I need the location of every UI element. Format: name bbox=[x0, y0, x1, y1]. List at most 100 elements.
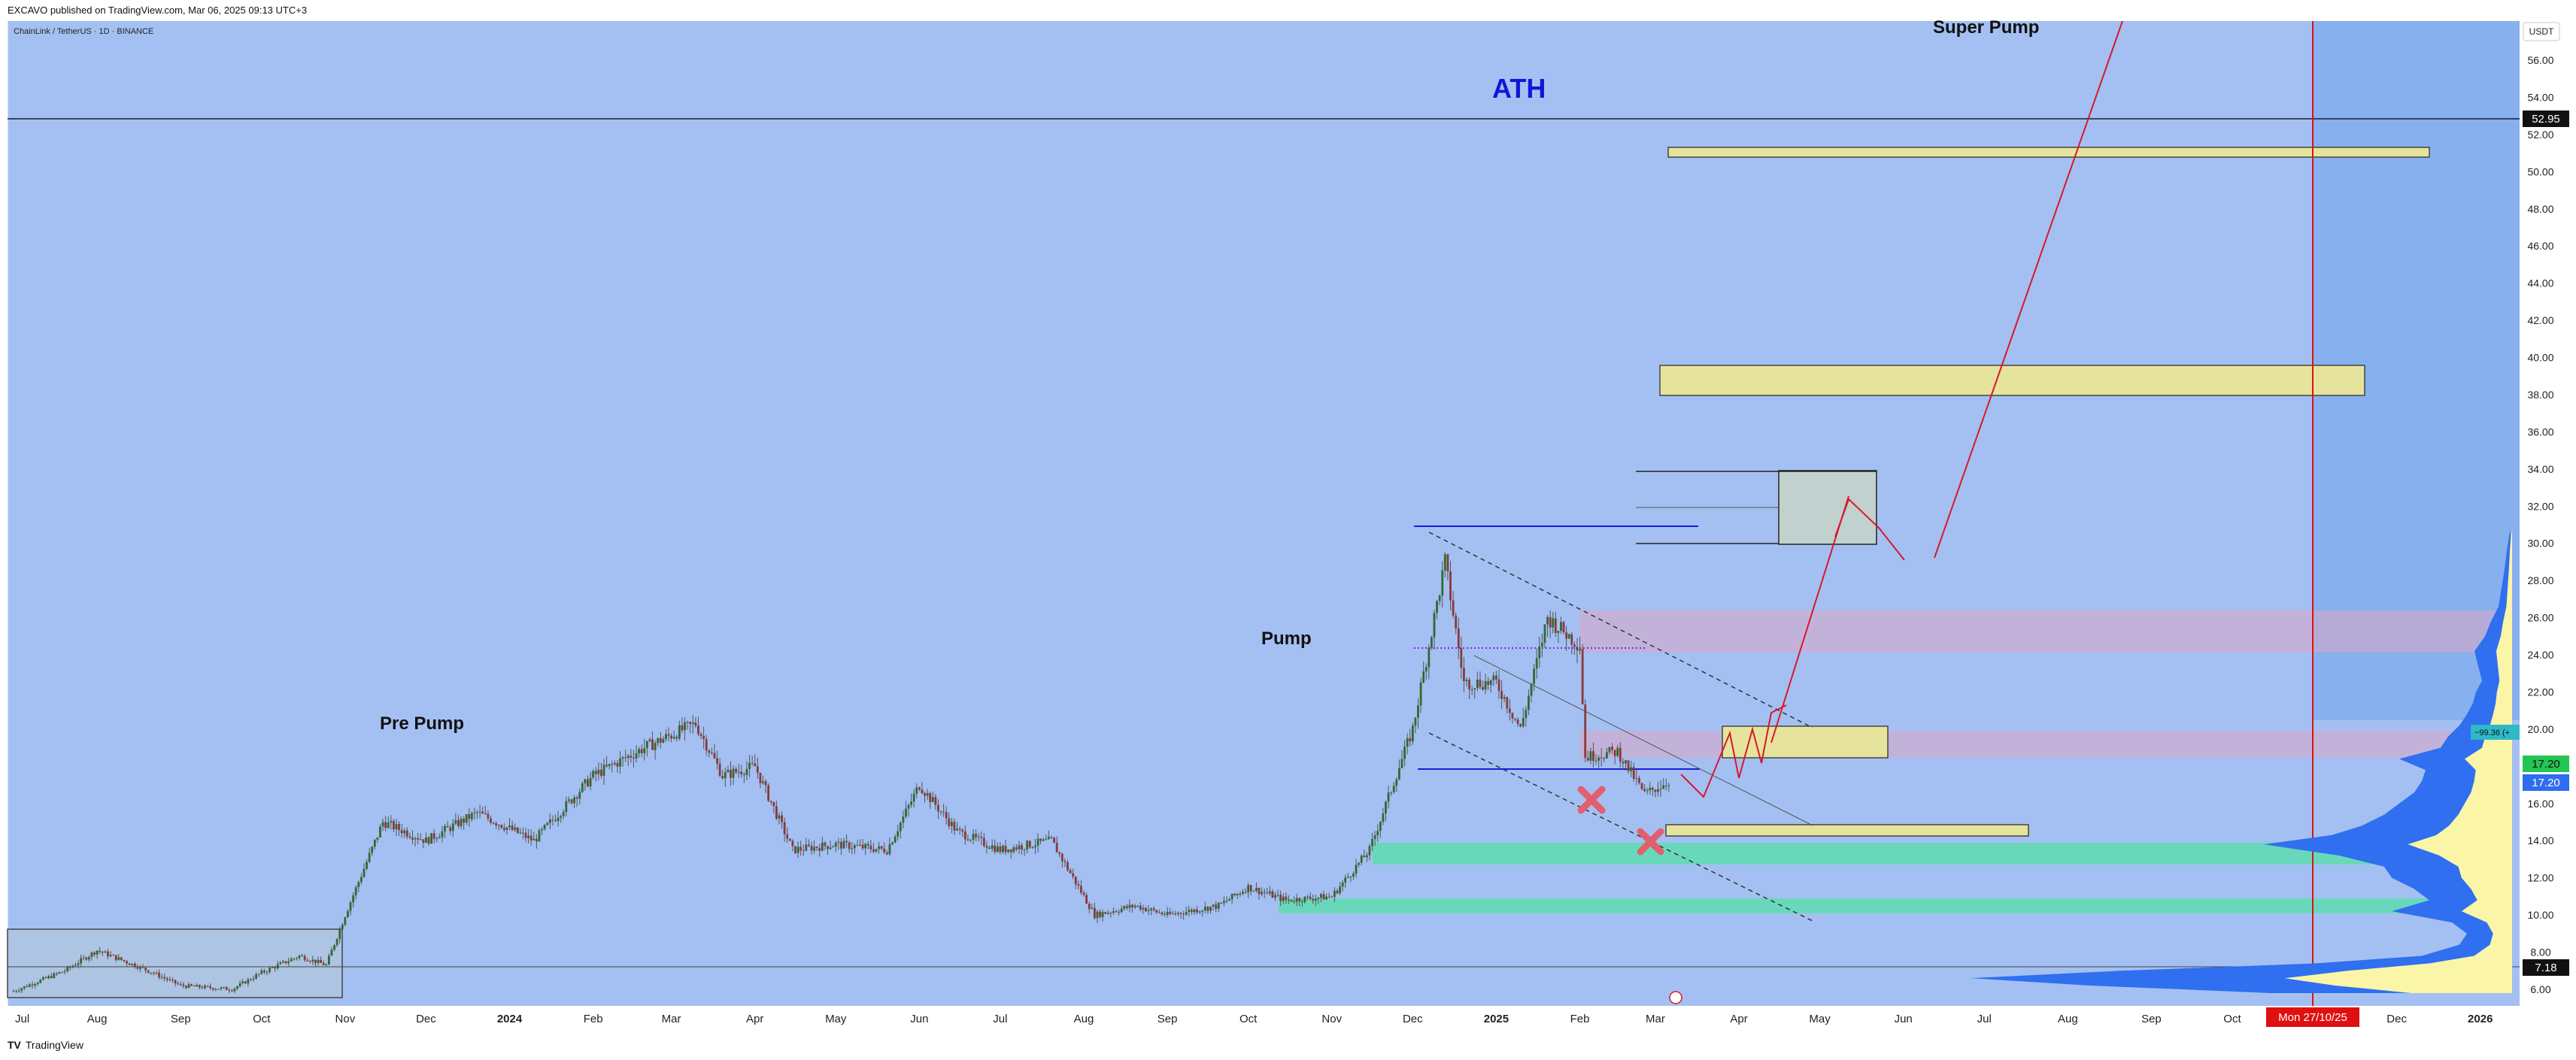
candle-body bbox=[869, 845, 872, 850]
candle-body bbox=[238, 983, 241, 986]
candle-body bbox=[778, 815, 781, 819]
candle-body bbox=[1067, 862, 1069, 871]
candle-body bbox=[163, 977, 166, 979]
candle-body bbox=[335, 939, 338, 946]
y-tick-label: 28.00 bbox=[2527, 574, 2553, 586]
candle-body bbox=[565, 801, 568, 813]
candle-body bbox=[945, 812, 948, 819]
candle-body bbox=[560, 816, 563, 818]
candle-body bbox=[672, 737, 675, 739]
time-axis[interactable]: Jul Aug Sep Oct Nov Dec 2024 Feb Mar Apr May Jun Jul… bbox=[15, 1013, 2493, 1025]
x-tick-label: Jul bbox=[15, 1013, 29, 1025]
candle-body bbox=[444, 825, 446, 831]
candle-body bbox=[1371, 839, 1373, 846]
tradingview-logo[interactable]: TV TradingView bbox=[8, 1039, 83, 1051]
candle-body bbox=[1438, 595, 1441, 601]
candle-body bbox=[155, 972, 158, 974]
candle-body bbox=[751, 762, 754, 764]
candle-body bbox=[1166, 911, 1169, 916]
candle-body bbox=[805, 844, 808, 851]
candle-body bbox=[578, 792, 581, 799]
candle-body bbox=[411, 837, 414, 840]
candle-body bbox=[1028, 840, 1031, 848]
candle-body bbox=[554, 820, 557, 822]
candle-body bbox=[691, 722, 694, 724]
candle-body bbox=[1266, 892, 1269, 894]
candle-body bbox=[112, 955, 115, 956]
candle-body bbox=[1247, 885, 1250, 893]
candle-body bbox=[223, 987, 225, 989]
candle-body bbox=[1592, 751, 1594, 762]
candle-body bbox=[314, 959, 317, 964]
accumulation-range-box bbox=[7, 928, 343, 998]
candle-body bbox=[128, 963, 131, 965]
candle-body bbox=[150, 972, 153, 974]
candle-body bbox=[1403, 747, 1406, 759]
candle-body bbox=[1255, 888, 1258, 891]
candle-body bbox=[888, 844, 891, 855]
candle-body bbox=[457, 819, 460, 827]
target-zone-51 bbox=[1667, 147, 2430, 158]
candle-body bbox=[880, 846, 883, 849]
candle-body bbox=[532, 838, 536, 840]
volume-profile-value-area bbox=[2284, 532, 2512, 993]
candle-body bbox=[1193, 909, 1196, 913]
candle-body bbox=[845, 840, 848, 843]
candle-body bbox=[1282, 896, 1285, 901]
candle-body bbox=[584, 779, 587, 783]
candle-body bbox=[446, 825, 449, 828]
candle-body bbox=[818, 848, 821, 851]
candle-body bbox=[1007, 849, 1010, 853]
candle-body bbox=[1339, 886, 1341, 894]
candle-body bbox=[742, 774, 745, 776]
candle-body bbox=[543, 825, 546, 829]
candle-body bbox=[1549, 616, 1552, 628]
candle-body bbox=[68, 967, 71, 968]
x-tick-label: Sep bbox=[2141, 1013, 2162, 1025]
candle-body bbox=[422, 839, 425, 843]
candle-body bbox=[1128, 904, 1131, 908]
candle-body bbox=[972, 834, 975, 840]
candle-body bbox=[1174, 913, 1177, 914]
candle-body bbox=[748, 762, 751, 769]
y-tick-label: 40.00 bbox=[2527, 352, 2553, 364]
candle-body bbox=[1306, 896, 1309, 898]
candle-body bbox=[907, 804, 910, 809]
candle-body bbox=[902, 816, 905, 823]
candle-body bbox=[1622, 762, 1625, 764]
candle-body bbox=[1150, 908, 1153, 910]
candle-body bbox=[912, 793, 915, 802]
candle-body bbox=[1228, 899, 1230, 901]
candle-body bbox=[1145, 907, 1147, 912]
candle-body bbox=[1554, 618, 1557, 633]
event-icon[interactable] bbox=[1669, 991, 1682, 1004]
candle-body bbox=[702, 735, 705, 740]
candle-body bbox=[1484, 680, 1487, 690]
candle-body bbox=[1646, 790, 1649, 792]
candle-body bbox=[730, 769, 732, 778]
price-chart[interactable]: ChainLink / TetherUS · 1D · BINANCE ATH … bbox=[0, 18, 2576, 1030]
candle-body bbox=[570, 799, 573, 804]
candle-body bbox=[214, 989, 217, 990]
candle-body bbox=[1640, 783, 1643, 789]
candle-body bbox=[988, 847, 991, 850]
candle-body bbox=[341, 925, 344, 929]
forecast-path-near bbox=[1680, 704, 1787, 798]
y-tick-label: 32.00 bbox=[2527, 500, 2553, 512]
candle-body bbox=[950, 822, 953, 826]
candle-body bbox=[1627, 760, 1630, 771]
candle-body bbox=[1479, 680, 1482, 687]
candle-body bbox=[1516, 719, 1519, 725]
candle-body bbox=[985, 846, 988, 848]
candle-body bbox=[832, 846, 835, 848]
candle-body bbox=[659, 737, 662, 744]
low-price-badge-text: 7.18 bbox=[2535, 962, 2556, 974]
currency-button[interactable] bbox=[2523, 22, 2560, 41]
candle-body bbox=[295, 958, 298, 959]
candle-body bbox=[1632, 767, 1635, 779]
price-axis[interactable]: 6.008.0010.0012.0014.0016.0018.0020.0022… bbox=[2527, 54, 2553, 995]
candle-body bbox=[589, 777, 592, 786]
candle-body bbox=[438, 837, 441, 839]
pre-pump-label: Pre Pump bbox=[380, 713, 464, 734]
candle-body bbox=[80, 958, 83, 964]
